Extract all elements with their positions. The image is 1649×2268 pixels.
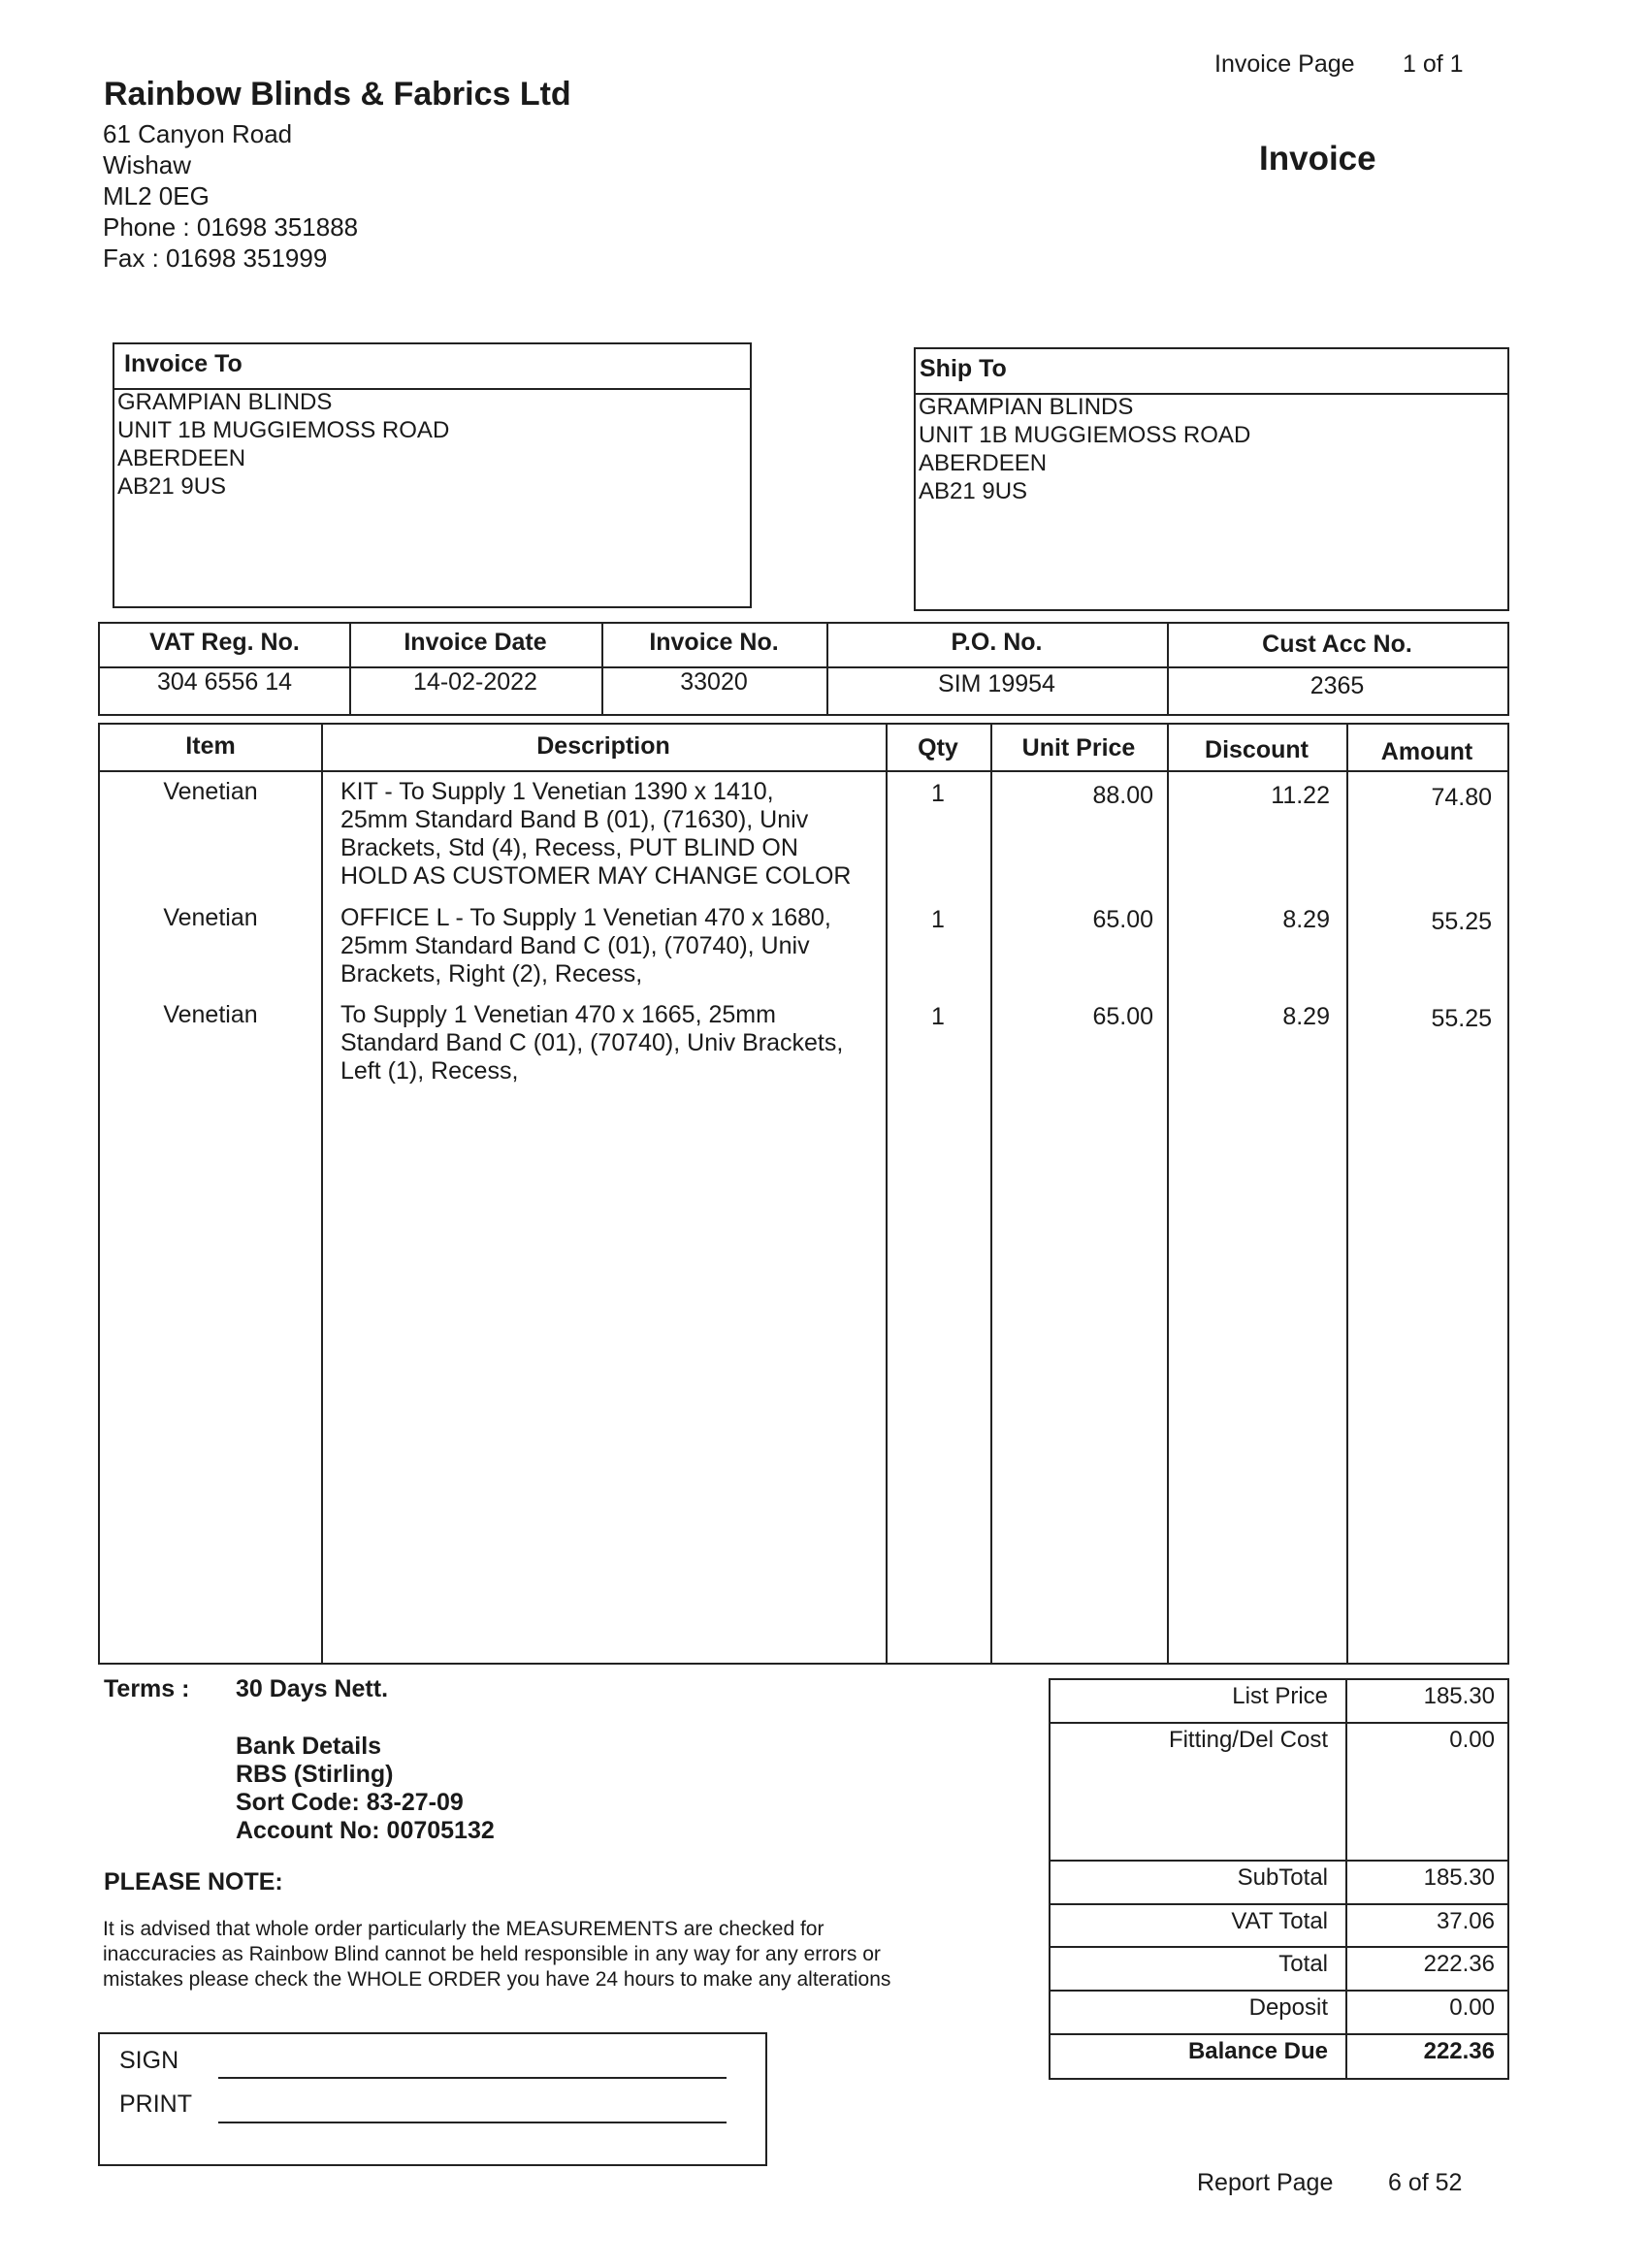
invoice-to-line: AB21 9US bbox=[117, 473, 227, 500]
table-row: Venetian KIT - To Supply 1 Venetian 1390… bbox=[100, 778, 1507, 904]
amount-cell: 74.80 bbox=[1431, 784, 1492, 811]
total-value: 222.36 bbox=[1423, 1951, 1495, 1977]
po-no-value: SIM 19954 bbox=[938, 670, 1055, 697]
table-row: Venetian To Supply 1 Venetian 470 x 1665… bbox=[100, 1001, 1507, 1098]
terms-value: 30 Days Nett. bbox=[236, 1675, 389, 1702]
ship-to-line: GRAMPIAN BLINDS bbox=[919, 394, 1134, 420]
terms-label: Terms : bbox=[104, 1675, 190, 1702]
bank-name: RBS (Stirling) bbox=[236, 1761, 394, 1788]
sign-line[interactable] bbox=[218, 2077, 727, 2079]
page-label: Invoice Page bbox=[1214, 50, 1355, 78]
document-title: Invoice bbox=[1259, 140, 1376, 178]
discount-cell: 8.29 bbox=[1282, 906, 1330, 933]
signature-box: SIGN PRINT bbox=[98, 2032, 767, 2166]
fitting-cost-label: Fitting/Del Cost bbox=[1168, 1727, 1328, 1753]
unit-price-cell: 65.00 bbox=[1092, 1003, 1153, 1030]
note-line: It is advised that whole order particula… bbox=[103, 1918, 824, 1940]
bank-details: Bank Details RBS (Stirling) Sort Code: 8… bbox=[236, 1733, 495, 1845]
cust-acc-header: Cust Acc No. bbox=[1262, 631, 1412, 658]
invoice-no-header: Invoice No. bbox=[649, 629, 779, 656]
amount-header: Amount bbox=[1380, 738, 1473, 765]
company-name: Rainbow Blinds & Fabrics Ltd bbox=[104, 76, 571, 113]
bank-details-title: Bank Details bbox=[236, 1733, 382, 1760]
report-page-number: 6 of 52 bbox=[1388, 2169, 1463, 2196]
discount-header: Discount bbox=[1205, 736, 1309, 763]
discount-cell: 8.29 bbox=[1282, 1003, 1330, 1030]
unit-price-header: Unit Price bbox=[1021, 734, 1136, 761]
ship-to-line: AB21 9US bbox=[919, 478, 1028, 504]
invoice-to-line: GRAMPIAN BLINDS bbox=[117, 389, 333, 415]
list-price-label: List Price bbox=[1232, 1683, 1328, 1709]
sign-label: SIGN bbox=[119, 2047, 179, 2074]
note-line: inaccuracies as Rainbow Blind cannot be … bbox=[103, 1943, 881, 1965]
please-note-title: PLEASE NOTE: bbox=[104, 1868, 283, 1895]
fax: Fax : 01698 351999 bbox=[103, 243, 328, 273]
item-cell: Venetian bbox=[163, 1001, 258, 1028]
po-no-header: P.O. No. bbox=[951, 629, 1043, 656]
address-line: Wishaw bbox=[103, 150, 192, 179]
item-header: Item bbox=[185, 732, 236, 760]
sort-code: Sort Code: 83-27-09 bbox=[236, 1789, 464, 1816]
invoice-to-box: Invoice To GRAMPIAN BLINDS UNIT 1B MUGGI… bbox=[113, 342, 752, 608]
address-line: 61 Canyon Road bbox=[103, 119, 293, 148]
account-number: Account No: 00705132 bbox=[236, 1817, 495, 1844]
please-note-text: It is advised that whole order particula… bbox=[103, 1917, 890, 1993]
ship-to-title: Ship To bbox=[920, 355, 1007, 382]
invoice-no-value: 33020 bbox=[680, 668, 748, 696]
item-cell: Venetian bbox=[163, 904, 258, 931]
unit-price-cell: 88.00 bbox=[1092, 782, 1153, 809]
invoice-date-header: Invoice Date bbox=[404, 629, 547, 656]
deposit-label: Deposit bbox=[1248, 1994, 1328, 2021]
description-cell: OFFICE L - To Supply 1 Venetian 470 x 16… bbox=[340, 904, 831, 988]
description-header: Description bbox=[536, 732, 670, 760]
fitting-cost-value: 0.00 bbox=[1449, 1727, 1495, 1753]
qty-header: Qty bbox=[918, 734, 958, 761]
items-table: Item Description Qty Unit Price Discount… bbox=[98, 723, 1509, 1665]
company-address: 61 Canyon Road Wishaw ML2 0EG Phone : 01… bbox=[103, 118, 358, 274]
print-line[interactable] bbox=[218, 2122, 727, 2123]
deposit-value: 0.00 bbox=[1449, 1994, 1495, 2021]
vat-reg-value: 304 6556 14 bbox=[156, 668, 293, 696]
invoice-info-table: VAT Reg. No. Invoice Date Invoice No. P.… bbox=[98, 622, 1509, 716]
description-cell: KIT - To Supply 1 Venetian 1390 x 1410, … bbox=[340, 778, 852, 890]
page-number: 1 of 1 bbox=[1403, 50, 1464, 78]
address-line: ML2 0EG bbox=[103, 181, 210, 211]
subtotal-value: 185.30 bbox=[1423, 1864, 1495, 1891]
vat-reg-header: VAT Reg. No. bbox=[149, 629, 300, 656]
print-label: PRINT bbox=[119, 2090, 192, 2118]
amount-cell: 55.25 bbox=[1431, 908, 1492, 935]
note-line: mistakes please check the WHOLE ORDER yo… bbox=[103, 1968, 891, 1991]
ship-to-line: ABERDEEN bbox=[919, 450, 1048, 476]
qty-cell: 1 bbox=[931, 906, 945, 933]
phone: Phone : 01698 351888 bbox=[103, 212, 359, 242]
balance-due-value: 222.36 bbox=[1423, 2038, 1495, 2064]
invoice-to-line: UNIT 1B MUGGIEMOSS ROAD bbox=[117, 417, 450, 443]
discount-cell: 11.22 bbox=[1271, 782, 1330, 809]
unit-price-cell: 65.00 bbox=[1092, 906, 1153, 933]
ship-to-box: Ship To GRAMPIAN BLINDS UNIT 1B MUGGIEMO… bbox=[914, 347, 1509, 611]
qty-cell: 1 bbox=[931, 780, 945, 807]
vat-total-label: VAT Total bbox=[1231, 1908, 1328, 1934]
cust-acc-value: 2365 bbox=[1310, 672, 1365, 699]
list-price-value: 185.30 bbox=[1423, 1683, 1495, 1709]
vat-total-value: 37.06 bbox=[1436, 1908, 1495, 1934]
item-cell: Venetian bbox=[163, 778, 258, 805]
qty-cell: 1 bbox=[931, 1003, 945, 1030]
amount-cell: 55.25 bbox=[1431, 1005, 1492, 1032]
invoice-to-line: ABERDEEN bbox=[117, 445, 246, 471]
totals-table: List Price 185.30 Fitting/Del Cost 0.00 … bbox=[1049, 1678, 1509, 2080]
subtotal-label: SubTotal bbox=[1237, 1864, 1328, 1891]
invoice-to-title: Invoice To bbox=[124, 350, 242, 377]
description-cell: To Supply 1 Venetian 470 x 1665, 25mm St… bbox=[340, 1001, 844, 1085]
report-page-label: Report Page bbox=[1197, 2169, 1334, 2196]
table-row: Venetian OFFICE L - To Supply 1 Venetian… bbox=[100, 904, 1507, 1001]
ship-to-line: UNIT 1B MUGGIEMOSS ROAD bbox=[919, 422, 1251, 448]
balance-due-label: Balance Due bbox=[1187, 2038, 1328, 2064]
total-label: Total bbox=[1278, 1951, 1328, 1977]
invoice-date-value: 14-02-2022 bbox=[413, 668, 537, 696]
